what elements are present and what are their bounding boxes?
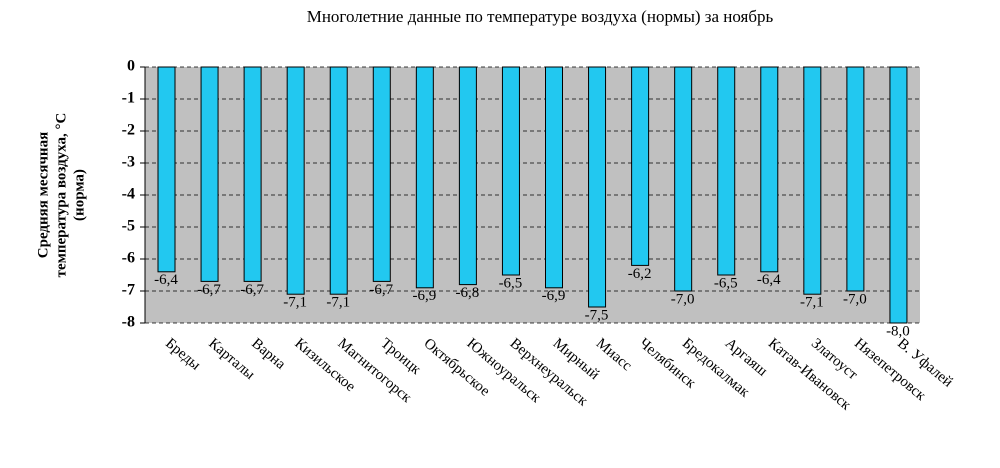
value-label: -6,4	[154, 272, 178, 288]
bar	[846, 66, 865, 292]
value-label: -7,0	[671, 291, 695, 307]
value-label: -8,0	[886, 323, 910, 339]
y-tick-label: -1	[122, 90, 135, 107]
value-label: -6,4	[757, 272, 781, 288]
bar	[243, 66, 262, 282]
y-tick-label: -4	[122, 186, 135, 203]
bar	[631, 66, 650, 266]
bar	[415, 66, 434, 289]
y-tick-label: -8	[122, 314, 135, 331]
value-label: -6,7	[369, 282, 393, 298]
value-label: -6,2	[628, 266, 652, 282]
value-label: -6,9	[412, 288, 436, 304]
value-label: -6,7	[240, 282, 264, 298]
bar	[545, 66, 563, 289]
value-label: -6,5	[714, 275, 738, 291]
chart-title: Многолетние данные по температуре воздух…	[307, 7, 774, 26]
x-tick-label: Южноуральск	[464, 335, 545, 406]
y-tick-label: -5	[122, 218, 135, 235]
value-label: -6,8	[456, 285, 480, 301]
value-label: -7,0	[843, 291, 867, 307]
bar	[760, 66, 779, 273]
bar	[157, 66, 176, 273]
y-tick-label: -2	[122, 122, 135, 139]
x-tick-label: Бреды	[162, 335, 203, 373]
y-axis-title: Средняя месячная температура воздуха, °С…	[35, 113, 87, 278]
y-axis-title-line: температура воздуха, °С	[53, 113, 69, 278]
bar	[803, 66, 822, 295]
x-tick-label: Магнитогорск	[334, 335, 414, 406]
y-tick-label: 0	[127, 58, 135, 75]
bar	[588, 66, 607, 308]
bar	[501, 66, 520, 276]
value-label: -6,5	[499, 275, 523, 291]
value-label: -7,5	[585, 307, 609, 323]
value-label: -6,7	[197, 282, 221, 298]
value-label: -6,9	[542, 288, 566, 304]
bar	[329, 66, 348, 295]
bar	[200, 66, 219, 282]
y-tick-label: -6	[122, 250, 135, 267]
bar	[889, 66, 908, 324]
x-tick-label: Карталы	[205, 335, 257, 383]
value-label: -7,1	[800, 295, 824, 311]
value-label: -7,1	[283, 295, 307, 311]
bar	[286, 66, 305, 295]
y-tick-label: -3	[122, 154, 135, 171]
bar	[717, 66, 736, 276]
value-label: -7,1	[326, 295, 350, 311]
y-axis-title-line: Средняя месячная	[35, 132, 51, 258]
y-axis-title-line: (норма)	[71, 169, 87, 221]
bar	[372, 66, 391, 282]
bar	[458, 66, 477, 286]
bar	[674, 66, 693, 292]
y-tick-label: -7	[122, 282, 135, 299]
